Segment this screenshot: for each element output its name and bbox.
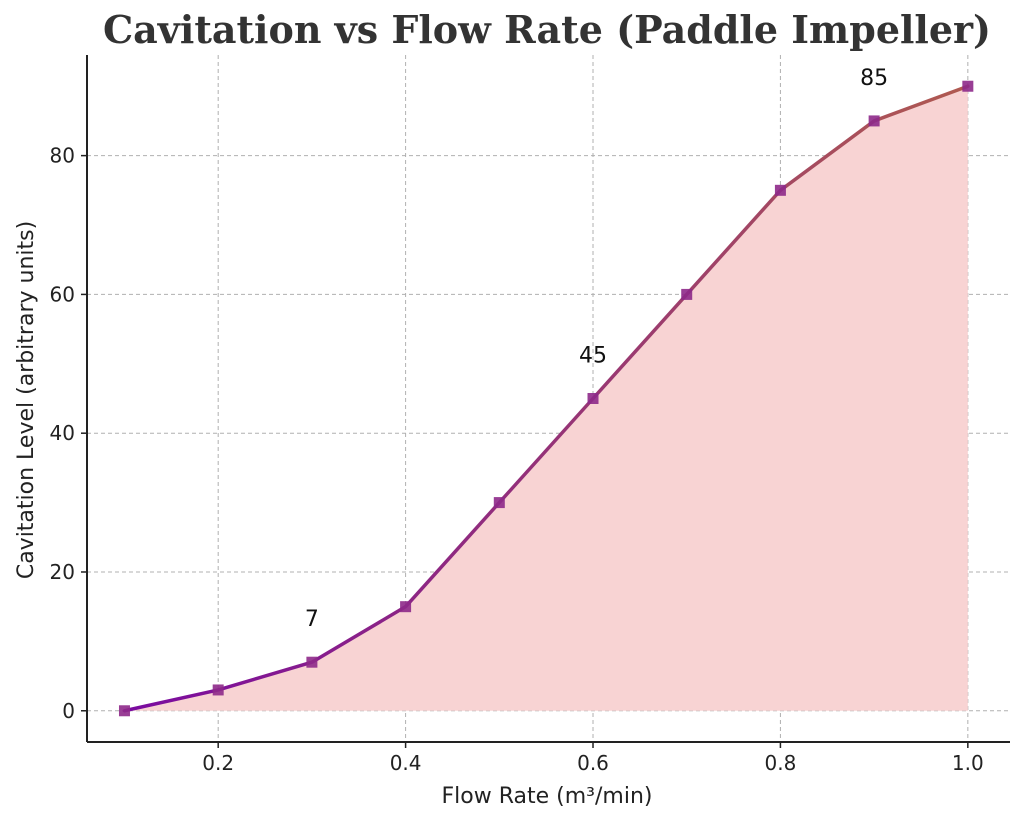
- data-label: 85: [860, 66, 888, 91]
- data-label: 7: [305, 607, 319, 632]
- y-tick-label: 60: [50, 282, 75, 306]
- data-point-marker: [868, 115, 880, 127]
- series-line-path: [122, 84, 970, 713]
- x-tick-label: 1.0: [952, 751, 984, 775]
- data-point-marker: [306, 656, 318, 668]
- data-point-marker: [962, 80, 974, 92]
- data-point-marker: [493, 497, 505, 509]
- x-tick-label: 0.6: [577, 751, 609, 775]
- annotations: 7 45 85: [305, 66, 888, 632]
- ticks: 0.2 0.4 0.6 0.8 1.0 0 20 40 60 80: [50, 144, 984, 775]
- data-point-marker: [212, 684, 224, 696]
- data-label: 45: [579, 344, 607, 369]
- x-tick-label: 0.4: [390, 751, 422, 775]
- x-tick-label: 0.8: [765, 751, 797, 775]
- y-tick-label: 80: [50, 144, 75, 168]
- data-point-marker: [774, 184, 786, 196]
- y-tick-label: 40: [50, 421, 75, 445]
- data-point-marker: [400, 601, 412, 613]
- y-axis-label: Cavitation Level (arbitrary units): [14, 221, 39, 579]
- data-point-marker: [681, 288, 693, 300]
- data-point-marker: [587, 393, 599, 404]
- data-point-marker: [118, 705, 130, 717]
- y-tick-label: 0: [62, 699, 75, 723]
- chart-title: Cavitation vs Flow Rate (Paddle Impeller…: [103, 7, 991, 52]
- area-fill-polygon: [124, 86, 968, 711]
- area-fill: [124, 86, 968, 711]
- series-line: [122, 84, 970, 713]
- x-axis-label: Flow Rate (m³/min): [442, 784, 653, 809]
- y-tick-label: 20: [50, 560, 75, 584]
- markers: [118, 80, 974, 717]
- x-tick-label: 0.2: [202, 751, 234, 775]
- axes: [86, 55, 1010, 743]
